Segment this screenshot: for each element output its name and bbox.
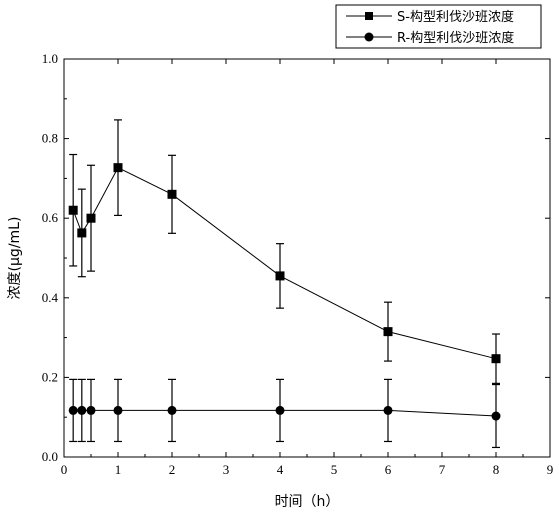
- data-point-circle: [167, 405, 177, 415]
- x-ticks: 0 1 2 3 4 5 6 7 8 9: [61, 59, 554, 477]
- legend-item-r: R-构型利伐沙班浓度: [346, 30, 514, 46]
- legend: S-构型利伐沙班浓度 R-构型利伐沙班浓度: [335, 4, 542, 49]
- y-tick-label: 0.2: [42, 369, 58, 384]
- x-tick-label: 6: [385, 462, 392, 477]
- data-point-square: [167, 189, 177, 199]
- data-point-square: [113, 163, 123, 173]
- data-point-circle: [68, 405, 78, 415]
- x-tick-label: 0: [61, 462, 68, 477]
- x-tick-label: 1: [115, 462, 122, 477]
- series-s: [68, 119, 501, 384]
- data-point-square: [275, 271, 285, 281]
- series-line: [72, 166, 497, 360]
- x-tick-label: 4: [277, 462, 284, 477]
- y-axis-title: 浓度(μg/mL): [7, 217, 23, 300]
- data-point-circle: [383, 405, 393, 415]
- data-point-circle: [113, 405, 123, 415]
- plot-frame: [63, 58, 551, 458]
- y-tick-label: 1.0: [42, 51, 58, 66]
- x-tick-label: 9: [547, 462, 554, 477]
- series-r: [68, 378, 501, 449]
- legend-label-r: R-构型利伐沙班浓度: [397, 30, 514, 46]
- y-tick-label: 0.8: [42, 131, 58, 146]
- x-tick-label: 3: [223, 462, 230, 477]
- data-point-circle: [77, 405, 87, 415]
- y-tick-label: 0.4: [42, 290, 59, 305]
- data-point-square: [68, 205, 78, 215]
- x-axis-title: 时间（h）: [275, 494, 340, 510]
- legend-label-s: S-构型利伐沙班浓度: [397, 9, 514, 25]
- series-layer: [68, 119, 501, 449]
- data-point-circle: [275, 405, 285, 415]
- legend-item-s: S-构型利伐沙班浓度: [346, 9, 514, 25]
- x-tick-label: 7: [439, 462, 446, 477]
- x-tick-label: 5: [331, 462, 338, 477]
- series-line: [73, 409, 497, 417]
- axes: [63, 58, 551, 458]
- legend-marker-r: [364, 32, 374, 42]
- data-point-circle: [491, 411, 501, 421]
- data-point-circle: [86, 405, 96, 415]
- y-ticks: 0.0 0.2 0.4 0.6 0.8 1.0: [42, 51, 550, 464]
- x-tick-label: 8: [493, 462, 500, 477]
- y-tick-label: 0.6: [42, 210, 59, 225]
- data-point-square: [491, 354, 501, 364]
- data-point-square: [383, 327, 393, 337]
- data-point-square: [77, 228, 87, 238]
- data-point-square: [86, 213, 96, 223]
- legend-marker-s: [365, 12, 373, 20]
- x-tick-label: 2: [169, 462, 176, 477]
- y-tick-label: 0.0: [42, 449, 58, 464]
